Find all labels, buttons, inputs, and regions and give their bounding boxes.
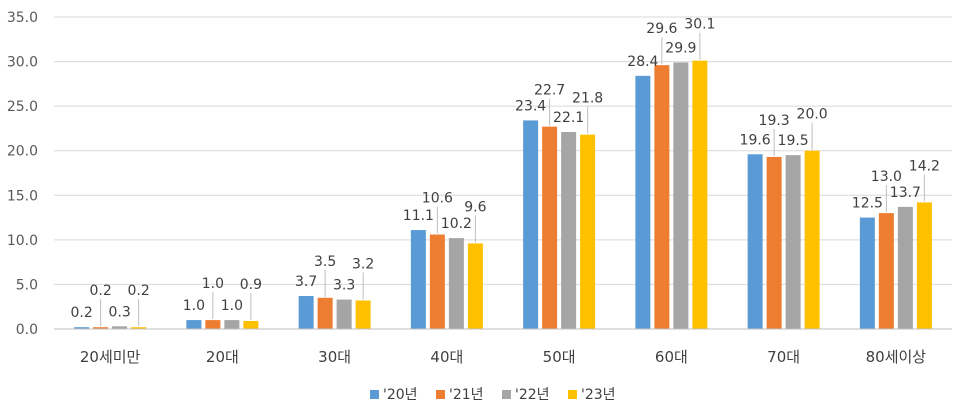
data-label: 13.7 — [890, 185, 921, 201]
data-label: 12.5 — [852, 196, 883, 212]
data-label: 29.9 — [665, 40, 696, 56]
data-label: 13.0 — [871, 169, 902, 185]
legend-swatch — [436, 390, 445, 399]
y-tick-label: 0.0 — [16, 322, 38, 338]
bar — [243, 320, 259, 329]
data-label: 10.6 — [422, 191, 453, 207]
bar — [542, 126, 558, 329]
bar — [897, 206, 913, 329]
data-label: 0.9 — [240, 277, 262, 293]
legend-swatch — [370, 390, 379, 399]
bar — [523, 120, 539, 329]
legend-label: '20년 — [383, 387, 418, 403]
x-tick-label: 50대 — [543, 348, 576, 366]
x-tick-label: 70대 — [767, 348, 800, 366]
data-label: 23.4 — [515, 98, 546, 114]
data-label: 19.3 — [759, 113, 790, 129]
data-label: 11.1 — [403, 208, 434, 224]
x-tick-label: 60대 — [655, 348, 688, 366]
data-labels: 0.2 0.2 0.3 0.2 1.0 1.0 1.0 0.9 3.7 3.5 3.3 3.2 11.1… — [70, 17, 940, 327]
y-tick-label: 10.0 — [7, 233, 38, 249]
data-label: 3.7 — [295, 274, 317, 290]
x-tick-label: 20대 — [206, 348, 239, 366]
data-label: 1.0 — [183, 298, 205, 314]
legend-swatch — [568, 390, 577, 399]
y-tick-label: 5.0 — [16, 277, 38, 293]
bar — [916, 202, 932, 329]
data-label: 19.6 — [740, 132, 771, 148]
y-axis: 0.0 5.0 10.0 15.0 20.0 25.0 30.0 35.0 — [7, 10, 38, 338]
x-tick-label: 80세이상 — [866, 348, 927, 366]
bar — [654, 65, 670, 329]
bar — [336, 299, 352, 329]
bar — [74, 327, 90, 329]
bar — [561, 131, 577, 329]
legend-swatch — [502, 390, 511, 399]
bar — [224, 320, 240, 329]
y-tick-label: 30.0 — [7, 55, 38, 71]
bar — [112, 326, 128, 329]
bar — [317, 297, 333, 329]
data-label: 0.3 — [108, 304, 130, 320]
data-label: 22.1 — [553, 110, 584, 126]
gridlines — [54, 16, 952, 330]
bar — [673, 62, 689, 329]
bar — [766, 156, 782, 329]
bar — [785, 155, 801, 329]
data-label: 1.0 — [202, 276, 224, 292]
bar — [467, 243, 483, 329]
data-label: 0.2 — [127, 283, 149, 299]
bar — [692, 60, 708, 330]
bar — [131, 327, 147, 329]
data-label: 3.5 — [314, 254, 336, 270]
data-label: 14.2 — [909, 158, 940, 174]
bar — [93, 327, 109, 329]
bar — [205, 320, 221, 329]
bar — [635, 75, 651, 329]
bar — [878, 213, 894, 329]
legend-label: '23년 — [581, 387, 616, 403]
bar — [355, 300, 371, 329]
legend-label: '21년 — [449, 387, 484, 403]
bars — [74, 60, 932, 330]
x-tick-label: 30대 — [318, 348, 351, 366]
x-tick-label: 20세미만 — [80, 348, 141, 366]
bar — [298, 296, 314, 329]
x-tick-label: 40대 — [430, 348, 463, 366]
data-label: 29.6 — [646, 21, 677, 37]
data-label: 9.6 — [464, 199, 486, 215]
data-label: 21.8 — [572, 91, 603, 107]
x-axis: 20세미만 20대 30대 40대 50대 60대 70대 80세이상 — [54, 328, 952, 366]
data-label: 28.4 — [627, 54, 658, 70]
data-label: 3.2 — [352, 256, 374, 272]
data-label: 30.1 — [684, 17, 715, 33]
data-label: 22.7 — [534, 83, 565, 99]
bar — [747, 154, 763, 329]
data-label: 0.2 — [70, 305, 92, 321]
y-tick-label: 25.0 — [7, 99, 38, 115]
bar — [804, 150, 820, 329]
y-tick-label: 15.0 — [7, 188, 38, 204]
legend: '20년 '21년 '22년 '23년 — [370, 387, 616, 403]
data-label: 10.2 — [441, 216, 472, 232]
data-label: 19.5 — [778, 133, 809, 149]
data-label: 0.2 — [89, 283, 111, 299]
y-tick-label: 35.0 — [7, 10, 38, 26]
bar — [186, 320, 202, 329]
bar — [859, 217, 875, 329]
data-label: 3.3 — [333, 278, 355, 294]
data-label: 1.0 — [221, 298, 243, 314]
bar — [580, 134, 596, 329]
bar — [448, 238, 464, 329]
bar — [429, 234, 445, 329]
legend-label: '22년 — [515, 387, 550, 403]
bar — [410, 230, 426, 329]
data-label: 20.0 — [797, 107, 828, 123]
y-tick-label: 20.0 — [7, 144, 38, 160]
